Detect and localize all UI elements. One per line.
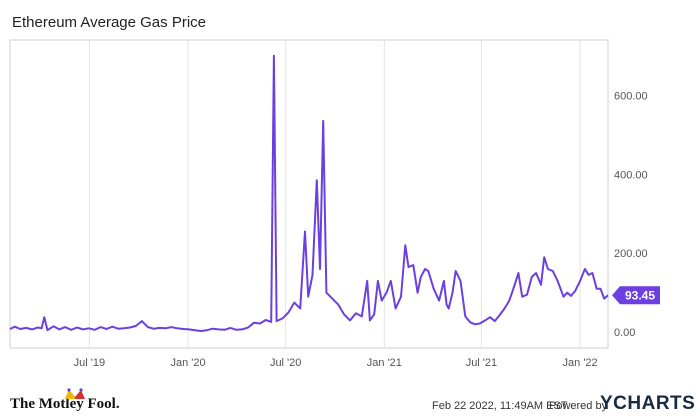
motley-fool-logo: The Motley Fool. — [10, 396, 120, 412]
last-value-badge — [612, 286, 660, 305]
timestamp: Feb 22 2022, 11:49AM EST. — [432, 400, 570, 412]
powered-by-label: Powered by — [549, 400, 608, 412]
y-tick-label: 600.00 — [614, 90, 648, 102]
y-tick-label: 0.00 — [614, 327, 635, 339]
chart-footer: The Motley Fool. Feb 22 2022, 11:49AM ES… — [0, 388, 700, 420]
chart-title: Ethereum Average Gas Price — [12, 14, 206, 31]
plot-area: Jul '19 Jan '20 Jul '20 Jan '21 Jul '21 Jan '… — [9, 39, 660, 369]
y-tick-label: 400.00 — [614, 169, 648, 181]
line-chart: Jul '19 Jan '20 Jul '20 Jan '21 Jul '21 Jan '… — [9, 39, 660, 369]
jester-hat-icon — [65, 388, 85, 399]
x-tick-label: Jul '21 — [466, 357, 497, 369]
y-tick-label: 200.00 — [614, 248, 648, 260]
series-line — [9, 54, 609, 332]
plot-border — [9, 39, 609, 349]
x-tick-label: Jan '21 — [367, 357, 402, 369]
x-tick-label: Jan '22 — [563, 357, 598, 369]
ycharts-logo: YCHARTS — [600, 393, 696, 414]
x-tick-label: Jul '19 — [74, 357, 105, 369]
x-tick-label: Jan '20 — [170, 357, 205, 369]
x-tick-label: Jul '20 — [270, 357, 301, 369]
last-value-label: 93.45 — [625, 288, 655, 302]
